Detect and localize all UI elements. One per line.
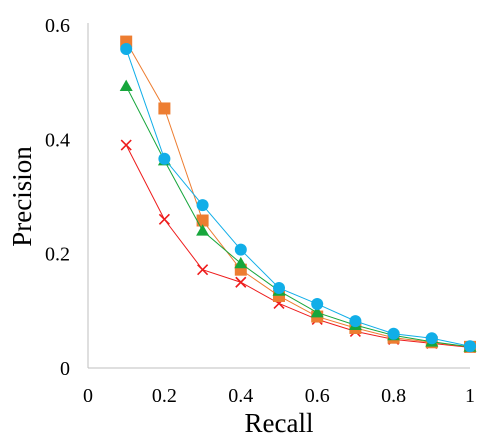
data-point-x bbox=[120, 139, 132, 151]
series-line-square bbox=[125, 41, 471, 348]
data-point-circle bbox=[120, 43, 133, 56]
series-circle bbox=[120, 43, 476, 353]
x-tick-label: 0 bbox=[83, 385, 93, 407]
x-tick-label: 1 bbox=[465, 385, 475, 407]
y-tick-labels: 0 0.2 0.4 0.6 bbox=[45, 15, 70, 380]
series-line-triangle bbox=[125, 85, 471, 348]
data-point-square bbox=[158, 102, 171, 115]
data-point-circle bbox=[158, 152, 171, 165]
data-point-circle bbox=[425, 332, 438, 345]
data-point-circle bbox=[387, 327, 400, 340]
data-point-circle bbox=[196, 199, 209, 212]
y-tick-label: 0.6 bbox=[45, 15, 70, 37]
y-axis-title: Precision bbox=[7, 146, 37, 247]
x-tick-label: 0.6 bbox=[305, 385, 330, 407]
series-layer bbox=[119, 35, 477, 353]
x-tick-label: 0.8 bbox=[381, 385, 406, 407]
data-point-triangle bbox=[234, 256, 248, 269]
data-point-circle bbox=[464, 340, 476, 353]
data-point-circle bbox=[234, 243, 247, 256]
x-tick-label: 0.4 bbox=[228, 385, 253, 407]
series-line-circle bbox=[125, 48, 471, 347]
data-point-circle bbox=[311, 297, 324, 310]
y-tick-label: 0.4 bbox=[45, 129, 70, 151]
x-axis-title: Recall bbox=[245, 408, 314, 438]
series-line-x bbox=[125, 144, 471, 348]
x-tick-label: 0.2 bbox=[152, 385, 177, 407]
x-tick-labels: 0 0.2 0.4 0.6 0.8 1 bbox=[83, 385, 475, 407]
axes bbox=[87, 23, 470, 369]
y-tick-label: 0.2 bbox=[45, 244, 70, 266]
data-point-x bbox=[235, 276, 247, 288]
data-point-square bbox=[196, 214, 209, 227]
data-point-x bbox=[158, 213, 170, 225]
data-point-triangle bbox=[196, 224, 210, 236]
data-point-circle bbox=[349, 315, 362, 328]
data-point-x bbox=[197, 264, 209, 276]
data-point-circle bbox=[273, 281, 285, 294]
y-tick-label: 0 bbox=[60, 358, 70, 380]
data-point-triangle bbox=[310, 306, 324, 318]
data-point-triangle bbox=[119, 79, 133, 92]
